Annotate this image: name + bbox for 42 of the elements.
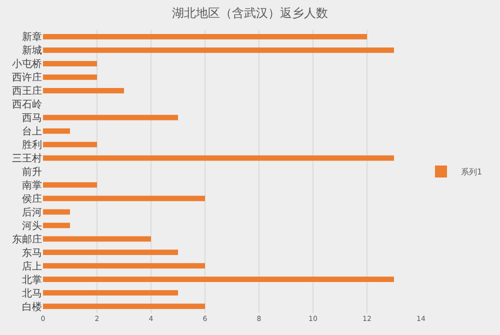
y-tick-label: 店上 — [22, 260, 42, 272]
bar — [43, 128, 70, 134]
y-tick-label: 西许庄 — [12, 72, 42, 84]
bar — [43, 196, 205, 202]
bar — [43, 263, 205, 269]
bar — [43, 34, 367, 40]
y-tick-label: 后河 — [22, 206, 42, 218]
y-tick-label: 北掌 — [22, 274, 42, 286]
bar — [43, 304, 205, 309]
y-tick-label: 侯庄 — [22, 192, 42, 205]
y-tick-label: 河头 — [22, 220, 42, 232]
y-tick-label: 胜利 — [22, 139, 42, 152]
y-tick-label: 西王庄 — [12, 85, 42, 98]
bar — [43, 290, 178, 296]
bar — [43, 222, 70, 228]
y-tick-label: 小屯桥 — [12, 58, 42, 70]
chart-title: 湖北地区（含武汉）返乡人数 — [172, 6, 328, 20]
bar — [43, 276, 394, 282]
y-tick-label: 西石岭 — [12, 98, 42, 111]
bar — [43, 74, 97, 80]
bar — [43, 114, 178, 120]
legend-label: 系列1 — [461, 168, 482, 177]
y-tick-label: 三王村 — [12, 152, 42, 165]
y-tick-label: 白楼 — [22, 300, 42, 313]
bar — [43, 142, 97, 148]
bar — [43, 236, 151, 242]
y-tick-label: 西马 — [22, 113, 42, 124]
y-tick-label: 东马 — [22, 246, 42, 259]
y-tick-label: 新章 — [22, 31, 42, 44]
y-tick-label: 南掌 — [22, 179, 42, 192]
y-tick-label: 新城 — [22, 44, 42, 57]
bar — [43, 250, 178, 256]
bar — [43, 61, 97, 66]
bar — [43, 155, 394, 161]
bar — [43, 48, 394, 53]
bar — [43, 209, 70, 215]
y-tick-label: 东邮庄 — [12, 233, 42, 246]
bar — [43, 88, 124, 94]
bar — [43, 182, 97, 188]
y-tick-label: 北马 — [22, 287, 42, 300]
y-tick-label: 台上 — [22, 126, 42, 138]
y-tick-label: 前升 — [22, 166, 42, 178]
